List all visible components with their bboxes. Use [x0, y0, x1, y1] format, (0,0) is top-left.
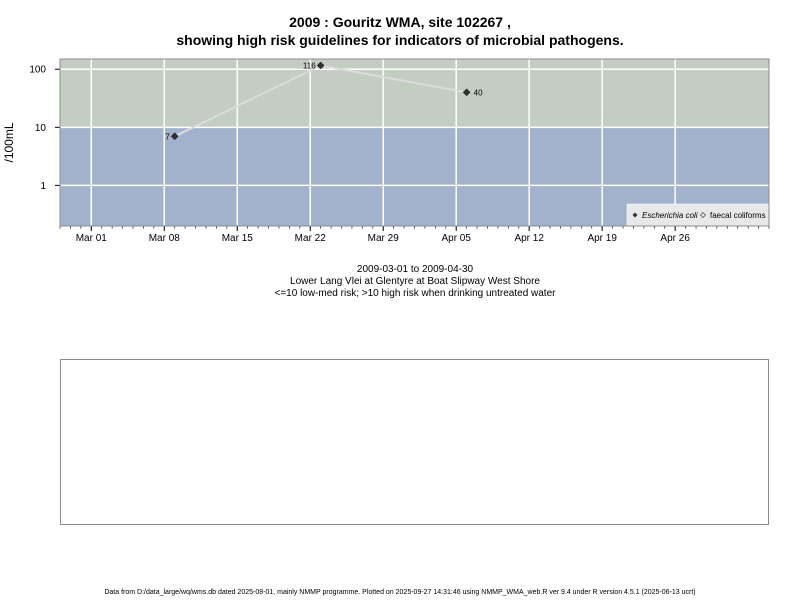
date-range-caption: 2009-03-01 to 2009-04-30 — [356, 264, 474, 275]
plot-border — [59, 58, 770, 227]
ecoli-data-label: 116 — [303, 61, 316, 70]
chart-title-line-2: showing high risk guidelines for indicat… — [176, 32, 624, 48]
high-risk-zone — [60, 59, 769, 128]
legend-faecal-label: faecal coliforms — [710, 211, 766, 220]
x-tick-label: Mar 29 — [368, 233, 400, 244]
site-name-caption: Lower Lang Vlei at Glentyre at Boat Slip… — [290, 276, 540, 287]
ecoli-data-point — [462, 88, 471, 97]
x-tick-label: Apr 26 — [660, 233, 690, 244]
ecoli-data-point — [316, 61, 325, 70]
y-tick-label: 100 — [29, 65, 46, 76]
x-tick-label: Mar 15 — [222, 233, 254, 244]
x-tick-label: Apr 19 — [587, 233, 617, 244]
x-tick-label: Mar 22 — [295, 233, 327, 244]
x-tick-label: Mar 01 — [76, 233, 108, 244]
chart-title-line-1: 2009 : Gouritz WMA, site 102267 , — [289, 14, 511, 30]
footer-note: Data from D:/data_large/wq/wms.db dated … — [104, 589, 696, 596]
legend-ecoli-marker — [632, 212, 638, 218]
ecoli-data-label: 7 — [165, 132, 170, 141]
risk-note-caption: <=10 low-med risk; >10 high risk when dr… — [274, 288, 556, 299]
legend-ecoli-label: Escherichia coli — [642, 211, 698, 220]
chart: Mar 01 Mar 08 Mar 15 Mar 22 Mar 29 Apr 05 Apr … — [2, 58, 770, 244]
y-tick-label: 10 — [35, 123, 47, 134]
y-tick-label: 1 — [40, 181, 46, 192]
legend-faecal-marker — [699, 211, 707, 219]
x-tick-label: Apr 05 — [441, 233, 471, 244]
x-tick-label: Mar 08 — [149, 233, 181, 244]
empty-plot-panel — [60, 359, 769, 525]
ecoli-data-label: 40 — [474, 88, 483, 97]
y-axis-label: /100mL — [2, 122, 16, 162]
ecoli-data-point — [170, 132, 179, 141]
x-tick-label: Apr 12 — [514, 233, 544, 244]
